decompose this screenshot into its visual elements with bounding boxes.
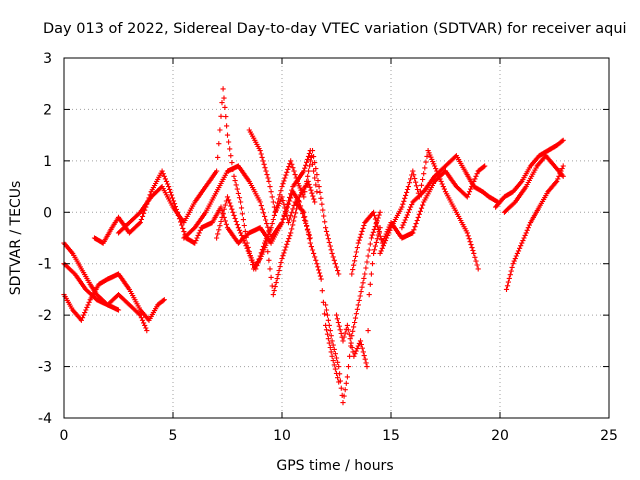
chart-title: Day 013 of 2022, Sidereal Day-to-day VTE… [43,21,627,37]
series-markers [246,127,342,385]
x-tick-label: 20 [491,428,509,444]
grid [64,58,609,418]
series-arc-n [493,137,566,210]
series-markers [377,148,481,272]
y-tick-label: 1 [43,154,52,170]
series-markers [181,148,320,241]
series-markers [333,225,383,370]
series-arc-g [214,148,342,277]
series-markers [323,209,383,406]
x-tick-label: 10 [273,428,291,444]
series-markers [349,163,488,277]
y-tick-label: 0 [43,205,52,221]
y-tick-label: -4 [38,411,52,427]
series-markers [399,153,501,231]
series-arc-j [333,225,383,370]
plot-frame [63,57,610,419]
series-arc-i [323,209,383,406]
y-tick-label: 2 [43,102,52,118]
series-layer [61,86,566,406]
x-tick-label: 15 [382,428,400,444]
y-tick-label: 3 [43,51,52,67]
series-markers [501,153,566,215]
x-tick-label: 25 [600,428,618,444]
x-tick-label: 5 [169,428,178,444]
series-arc-k [349,163,488,277]
series-markers [493,137,566,210]
series-arc-o [503,163,566,292]
y-tick-label: -3 [38,360,52,376]
tick-layer: 0 5 10 15 20 25 -4 -3 -2 -1 0 1 2 3 [38,51,618,444]
x-axis-label: GPS time / hours [276,458,393,474]
series-arc-f [181,148,320,241]
x-tick-label: 0 [60,428,69,444]
series-arc-p [501,153,566,215]
y-axis-label: SDTVAR / TECUs [8,181,24,296]
series-arc-l [377,148,481,272]
series-markers [214,148,342,277]
series-markers [91,168,313,246]
series-arc-h [246,127,342,385]
series-arc-m [399,153,501,231]
y-tick-label: -2 [38,308,52,324]
series-arc-d [91,168,313,246]
series-markers [503,163,566,292]
y-tick-label: -1 [38,257,52,273]
